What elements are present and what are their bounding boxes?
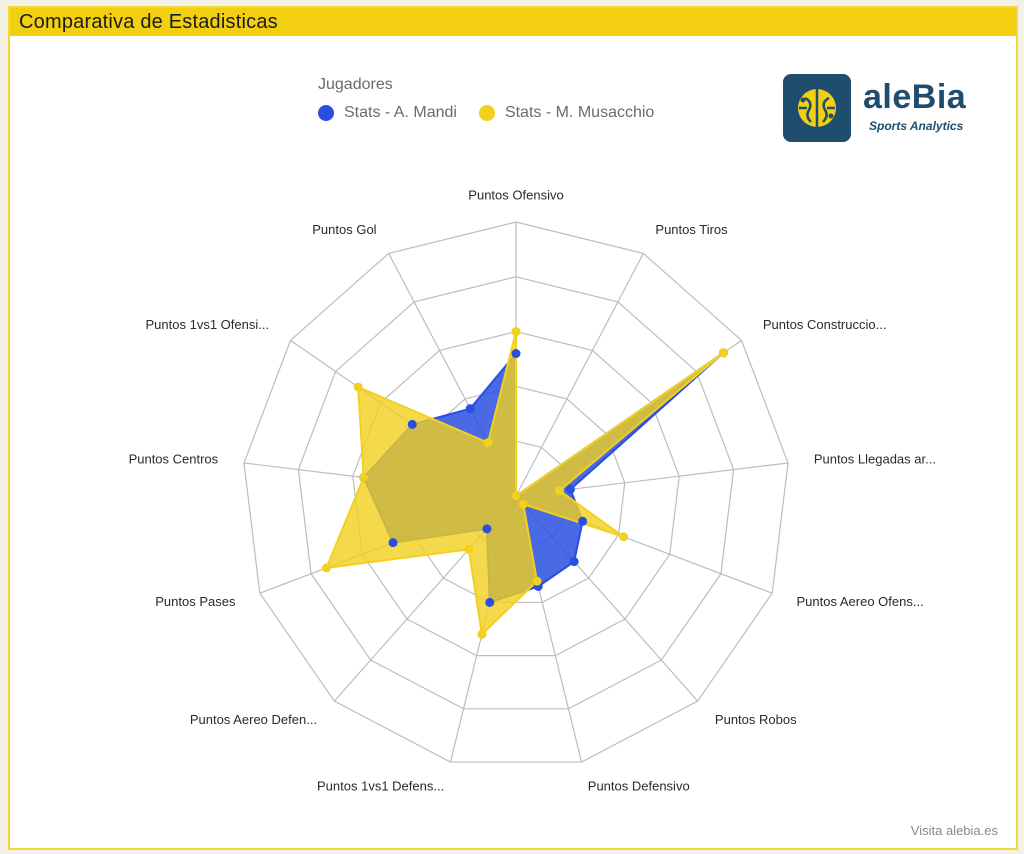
series-0-point-8: [482, 524, 492, 534]
chart-card: Comparativa de Estadisticas Jugadores St…: [8, 6, 1018, 850]
grid-ring-4: [297, 276, 735, 710]
series-0-point-5: [569, 557, 579, 567]
axis-label-8: Puntos Aereo Defen...: [190, 712, 317, 727]
grid-ring-5: [243, 221, 789, 763]
brain-icon: [783, 74, 851, 142]
axis-label-6: Puntos Defensivo: [588, 779, 690, 794]
axis-label-7: Puntos 1vs1 Defens...: [317, 779, 444, 794]
series-1-point-9: [321, 563, 331, 573]
series-1-point-10: [359, 473, 369, 483]
legend-label-musacchio: Stats - M. Musacchio: [504, 104, 655, 121]
series-1-point-11: [353, 382, 363, 392]
grid-spoke-1: [515, 253, 644, 497]
alebia-logo[interactable]: aleBia Sports Analytics: [783, 74, 983, 146]
series-0-point-12: [465, 404, 475, 414]
series-1-point-5: [518, 499, 528, 509]
series-0-point-0: [511, 349, 521, 359]
series-1-point-2: [718, 348, 728, 358]
series-1-point-6: [532, 576, 542, 586]
logo-wordmark: aleBia: [863, 78, 967, 116]
axis-label-4: Puntos Aereo Ofens...: [797, 594, 924, 609]
series-1-point-0: [511, 327, 521, 337]
series-0-point-11: [407, 419, 417, 429]
series-0-point-4: [578, 516, 588, 526]
legend: Jugadores Stats - A. Mandi Stats - M. Mu…: [318, 76, 676, 122]
legend-dot-mandi: [318, 105, 334, 121]
legend-title: Jugadores: [318, 76, 393, 93]
series-0-point-3: [565, 484, 575, 494]
series-0-point-7: [485, 597, 495, 607]
series-1-point-1: [511, 491, 521, 501]
radar-chart: Puntos Ofensivo Puntos Tiros Puntos Constr…: [129, 187, 936, 794]
legend-label-mandi: Stats - A. Mandi: [344, 104, 457, 121]
axis-label-2: Puntos Construccio...: [763, 317, 887, 332]
series-area-1: [324, 331, 725, 637]
axis-label-9: Puntos Pases: [155, 594, 236, 609]
footer-link[interactable]: Visita alebia.es: [910, 823, 998, 838]
logo-subtitle: Sports Analytics: [869, 119, 964, 133]
legend-dot-musacchio: [478, 105, 495, 121]
page-title: Comparativa de Estadisticas: [19, 11, 278, 33]
series-0-point-9: [388, 538, 398, 548]
series-1-point-3: [555, 486, 565, 496]
title-bar: Comparativa de Estadisticas: [10, 8, 1016, 36]
legend-item-mandi[interactable]: Stats - A. Mandi: [318, 104, 457, 122]
series-1-point-12: [483, 438, 493, 448]
axis-label-0: Puntos Ofensivo: [468, 187, 563, 202]
series-1-point-8: [464, 544, 474, 554]
legend-item-musacchio[interactable]: Stats - M. Musacchio: [478, 104, 655, 122]
axis-label-3: Puntos Llegadas ar...: [814, 451, 936, 466]
axis-label-10: Puntos Centros: [129, 451, 219, 466]
series-1-point-4: [619, 532, 629, 542]
axis-label-5: Puntos Robos: [715, 712, 797, 727]
axis-label-1: Puntos Tiros: [655, 222, 728, 237]
axis-label-12: Puntos Gol: [312, 222, 376, 237]
axis-label-11: Puntos 1vs1 Ofensi...: [146, 317, 270, 332]
series-1-point-7: [477, 629, 487, 639]
